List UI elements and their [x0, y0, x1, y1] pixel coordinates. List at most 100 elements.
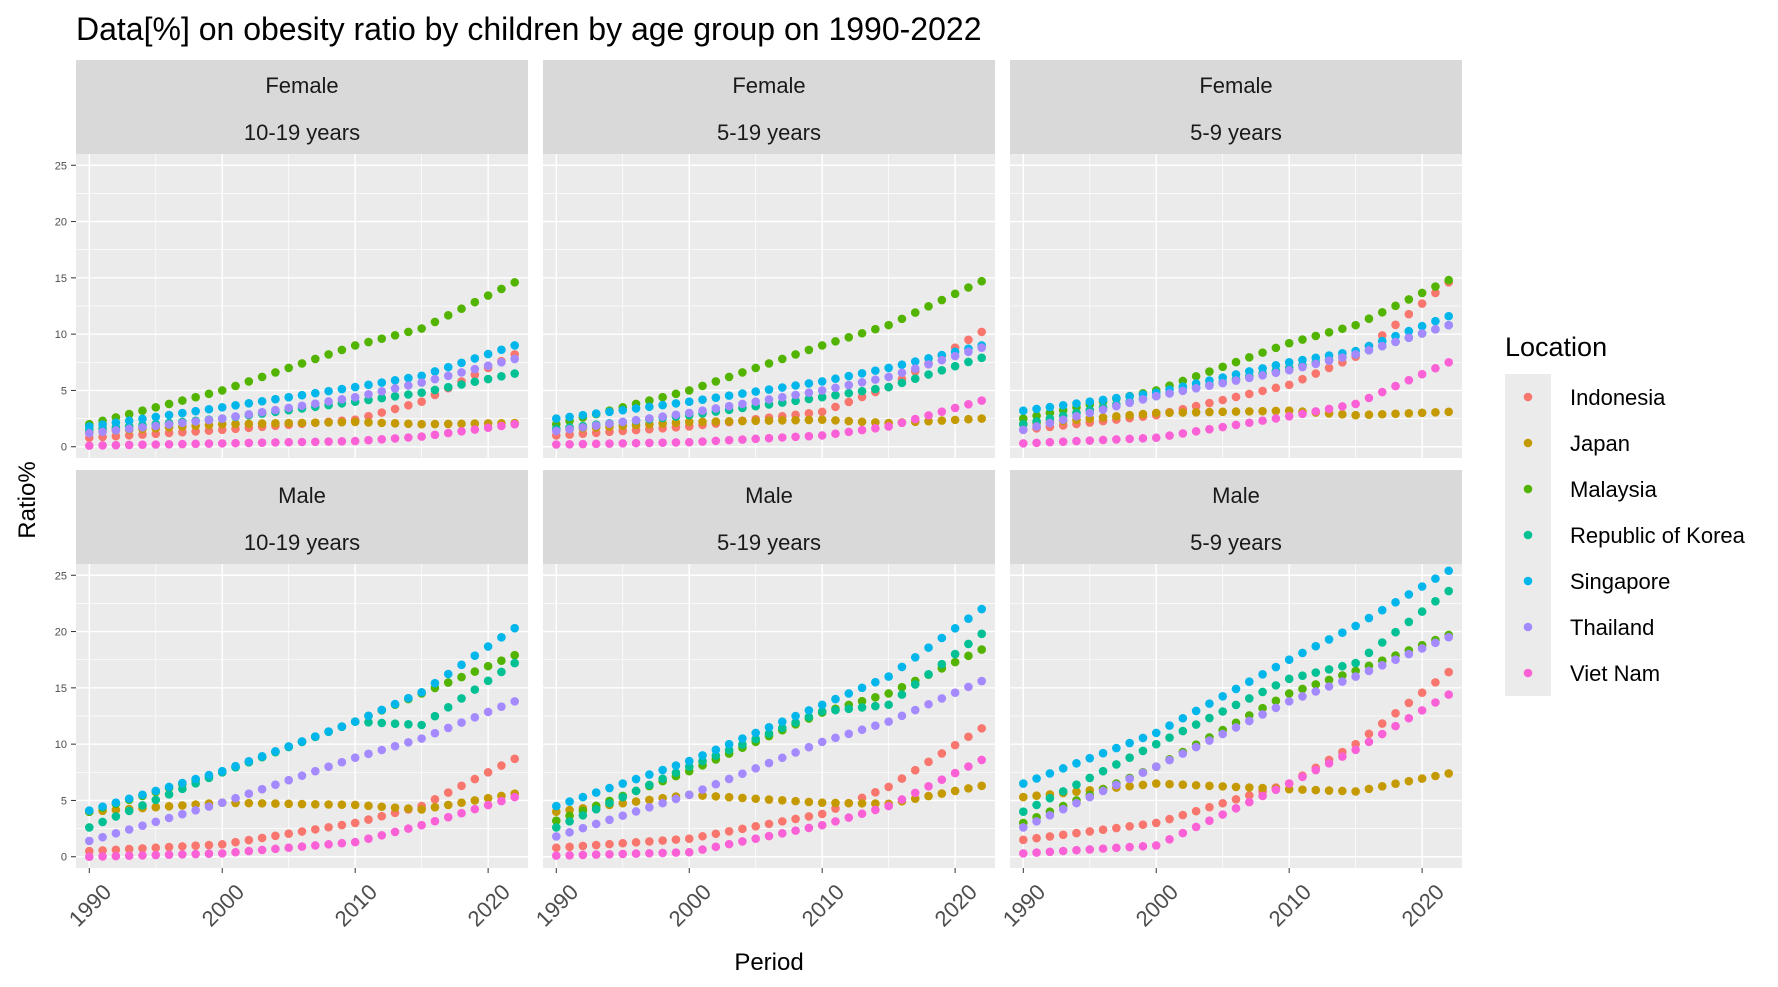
data-point [1191, 401, 1201, 411]
data-point [497, 796, 506, 806]
data-point [884, 801, 893, 811]
data-point [658, 774, 667, 784]
y-tick-label: 25 [55, 570, 67, 582]
data-point [1205, 367, 1214, 376]
data-point [1244, 353, 1254, 362]
data-point [738, 416, 747, 426]
data-point [551, 426, 561, 436]
data-point [257, 752, 267, 761]
data-point [1258, 687, 1267, 697]
data-point [618, 792, 628, 802]
data-point [1165, 834, 1174, 844]
data-point [1417, 408, 1427, 418]
data-point [791, 415, 800, 425]
data-point [364, 380, 373, 390]
data-point [817, 341, 827, 350]
legend-label: Thailand [1570, 615, 1654, 640]
data-point [777, 753, 787, 763]
data-point [857, 696, 867, 706]
data-point [645, 795, 654, 805]
data-point [1271, 785, 1281, 795]
data-point [565, 797, 574, 806]
data-point [1058, 830, 1068, 840]
data-point [1112, 780, 1121, 790]
data-point [1417, 369, 1427, 379]
data-point [191, 774, 200, 784]
data-point [204, 389, 214, 399]
x-tick-label: 2020 [1397, 879, 1449, 931]
y-axis-title: Ratio% [14, 461, 41, 538]
data-point [631, 838, 641, 847]
facet-panel: Male 10-19 years 0 5 10 15 20 25 1990 2000 2010 202… [55, 470, 528, 931]
data-point [217, 414, 227, 423]
data-point [497, 284, 506, 294]
data-point [1404, 295, 1414, 304]
data-point [404, 381, 413, 390]
y-tick-label: 10 [55, 739, 67, 751]
data-point [817, 809, 827, 819]
data-point [1404, 326, 1414, 336]
data-point [1218, 729, 1228, 739]
data-point [178, 809, 187, 819]
data-point [751, 822, 761, 831]
facet-strip-sex: Female [1199, 73, 1272, 98]
data-point [1151, 779, 1161, 788]
data-point [1191, 706, 1201, 716]
data-point [1018, 792, 1028, 802]
data-point [1218, 362, 1228, 372]
data-point [1351, 399, 1360, 409]
data-point [350, 800, 360, 810]
data-point [1284, 655, 1294, 665]
data-point [871, 799, 880, 808]
data-point [1018, 779, 1028, 788]
data-point [1098, 413, 1108, 422]
data-point [1364, 410, 1374, 420]
data-point [1417, 688, 1427, 697]
data-point [364, 801, 373, 811]
data-point [551, 851, 561, 860]
data-point [1244, 716, 1254, 726]
data-point [430, 374, 440, 384]
data-point [551, 816, 561, 826]
data-point [390, 719, 400, 728]
data-point [684, 437, 694, 447]
data-point [1271, 662, 1281, 672]
legend-label: Singapore [1570, 569, 1670, 594]
data-point [1032, 774, 1041, 783]
data-point [204, 802, 214, 811]
data-point [631, 797, 641, 806]
data-point [751, 416, 761, 426]
data-point [244, 377, 254, 386]
data-point [443, 669, 453, 679]
data-point [910, 680, 920, 689]
data-point [1112, 760, 1121, 769]
x-tick-label: 2000 [197, 879, 249, 931]
data-point [443, 788, 453, 797]
data-point [417, 388, 426, 397]
data-point [591, 819, 601, 829]
data-point [871, 805, 880, 815]
data-point [1391, 301, 1400, 311]
data-point [937, 355, 947, 365]
data-point [1138, 768, 1148, 778]
data-point [84, 823, 94, 832]
data-point [631, 438, 641, 448]
data-point [1271, 343, 1281, 353]
data-point [671, 399, 681, 408]
data-point [124, 825, 134, 834]
data-point [191, 841, 200, 851]
data-point [510, 419, 520, 429]
data-point [804, 379, 814, 388]
data-point [871, 375, 880, 384]
data-point [1085, 773, 1095, 783]
data-point [1444, 690, 1454, 699]
data-point [605, 439, 614, 448]
data-point [578, 410, 588, 420]
data-point [1231, 684, 1241, 694]
data-point [591, 788, 601, 797]
data-point [1218, 798, 1228, 808]
data-point [977, 396, 987, 405]
data-point [257, 833, 267, 843]
data-point [1298, 785, 1307, 794]
data-point [738, 837, 747, 846]
